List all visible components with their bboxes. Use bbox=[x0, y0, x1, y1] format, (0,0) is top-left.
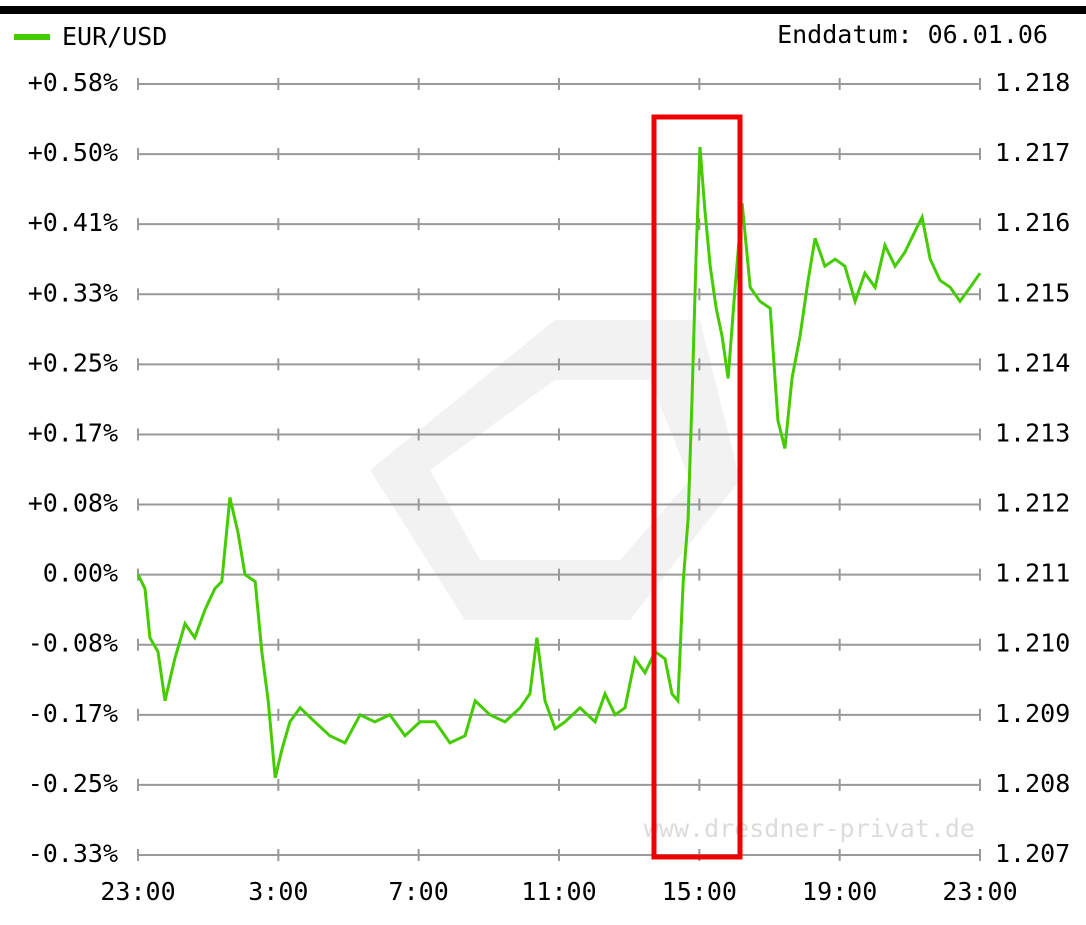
y2-tick-label: 1.209 bbox=[995, 699, 1070, 728]
x-tick-label: 3:00 bbox=[248, 877, 308, 906]
watermark-text: www.dresdner-privat.de bbox=[644, 814, 975, 843]
y2-tick-label: 1.214 bbox=[995, 348, 1070, 377]
x-tick-label: 15:00 bbox=[662, 877, 737, 906]
y2-tick-label: 1.207 bbox=[995, 839, 1070, 868]
x-tick-label: 23:00 bbox=[942, 877, 1017, 906]
y2-tick-label: 1.210 bbox=[995, 629, 1070, 658]
y2-tick-label: 1.208 bbox=[995, 769, 1070, 798]
y-tick-label: +0.58% bbox=[28, 68, 118, 97]
y-tick-label: -0.33% bbox=[28, 839, 118, 868]
y2-tick-label: 1.218 bbox=[995, 68, 1070, 97]
x-tick-label: 11:00 bbox=[521, 877, 596, 906]
y-tick-label: 0.00% bbox=[43, 559, 118, 588]
end-date: Enddatum: 06.01.06 bbox=[777, 20, 1048, 49]
y-tick-label: +0.50% bbox=[28, 138, 118, 167]
y2-tick-label: 1.217 bbox=[995, 138, 1070, 167]
top-bar bbox=[0, 6, 1086, 14]
x-tick-label: 7:00 bbox=[389, 877, 449, 906]
y-tick-label: +0.17% bbox=[28, 418, 118, 447]
highlight-box bbox=[651, 114, 743, 860]
y-tick-label: -0.08% bbox=[28, 629, 118, 658]
y-tick-label: +0.41% bbox=[28, 208, 118, 237]
y-tick-label: -0.17% bbox=[28, 699, 118, 728]
x-tick-label: 19:00 bbox=[802, 877, 877, 906]
watermark-logo-inner bbox=[430, 380, 690, 560]
y2-tick-label: 1.211 bbox=[995, 559, 1070, 588]
series-line bbox=[136, 146, 982, 779]
y-tick-label: +0.08% bbox=[28, 489, 118, 518]
legend-label: EUR/USD bbox=[62, 22, 167, 51]
y2-tick-label: 1.215 bbox=[995, 278, 1070, 307]
y2-tick-label: 1.213 bbox=[995, 418, 1070, 447]
y-tick-label: +0.33% bbox=[28, 278, 118, 307]
y2-tick-label: 1.212 bbox=[995, 489, 1070, 518]
x-tick-label: 23:00 bbox=[100, 877, 175, 906]
y2-tick-label: 1.216 bbox=[995, 208, 1070, 237]
y-tick-label: +0.25% bbox=[28, 348, 118, 377]
y-tick-label: -0.25% bbox=[28, 769, 118, 798]
